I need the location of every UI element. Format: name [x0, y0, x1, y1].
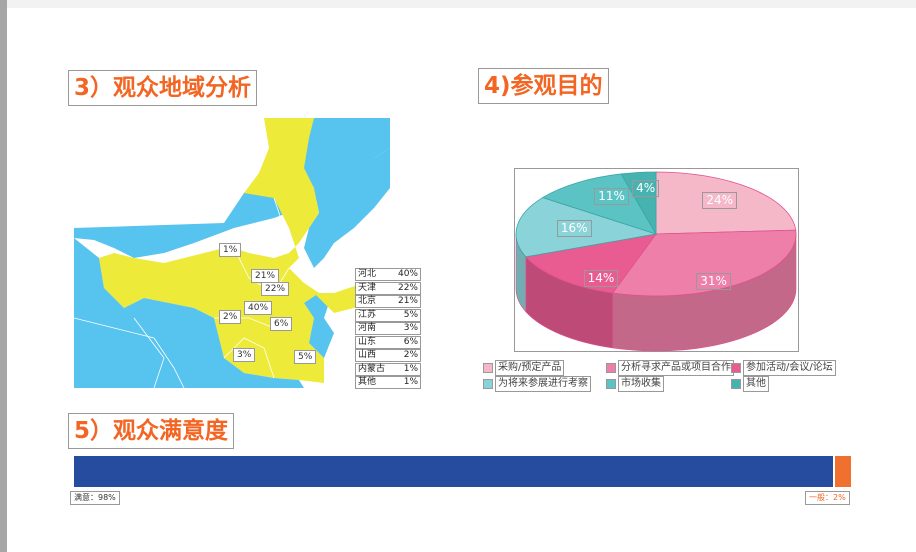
pie-data-label: 14%: [583, 269, 619, 287]
region-name: 内蒙古: [358, 363, 386, 374]
legend-item: 市场收集: [606, 376, 664, 392]
region-table-row: 河南 3%: [355, 322, 421, 335]
region-name: 山东: [358, 336, 377, 347]
legend-swatch: [731, 363, 741, 373]
region-name: 其他: [358, 377, 377, 387]
region-table-row: 江苏 5%: [355, 308, 421, 322]
map-label: 40%: [244, 301, 273, 315]
pie-slice-3: [515, 197, 657, 258]
map-label: 5%: [294, 350, 317, 364]
legend-item: 采购/预定产品: [483, 360, 565, 376]
region-value: 21%: [397, 296, 418, 306]
region-value: 1%: [403, 363, 418, 374]
pie-data-label: 31%: [696, 272, 731, 290]
pie-slice-5: [620, 171, 657, 236]
pie-data-label: 11%: [594, 187, 629, 205]
pie-data-label: 16%: [556, 220, 592, 238]
pie-slice-2: [525, 233, 657, 294]
satisfaction-bar: [74, 456, 851, 487]
region-value: 3%: [403, 323, 418, 333]
region-name: 江苏: [358, 309, 377, 320]
legend-label: 分析寻求产品或项目合作: [618, 360, 734, 376]
map-label: 2%: [219, 310, 242, 324]
legend-swatch: [731, 379, 741, 389]
legend-label: 市场收集: [618, 376, 664, 392]
satisfaction-segment-0: [74, 456, 834, 487]
region-name: 河南: [358, 323, 377, 333]
region-table-row: 河北 40%: [355, 268, 421, 281]
left-edge: [0, 0, 7, 552]
legend-label: 采购/预定产品: [495, 360, 565, 376]
legend-swatch: [606, 379, 616, 389]
pie-data-label: 4%: [632, 179, 660, 197]
region-name: 北京: [358, 296, 377, 306]
legend-swatch: [483, 363, 493, 373]
satisfaction-title: 5）观众满意度: [68, 413, 235, 449]
legend-item: 参加活动/会议/论坛: [731, 360, 836, 376]
region-value: 1%: [403, 377, 418, 387]
normal-label: 一般：2%: [805, 491, 850, 505]
top-edge: [7, 0, 916, 8]
map-label: 22%: [261, 282, 290, 296]
map-yellow-region: [99, 118, 324, 383]
region-value: 22%: [397, 282, 418, 293]
region-table-row: 山西 2%: [355, 349, 421, 362]
legend-label: 参加活动/会议/论坛: [743, 360, 836, 376]
legend-label: 其他: [743, 376, 769, 392]
pie-data-label: 24%: [702, 192, 738, 210]
region-table-row: 北京 21%: [355, 295, 421, 308]
satisfaction-segment-1: [835, 456, 851, 487]
legend-item: 为将来参展进行考察: [483, 376, 591, 392]
satisfied-label: 满意：98%: [70, 491, 120, 505]
pie-slice-0: [655, 171, 797, 235]
map-label: 3%: [233, 348, 256, 362]
region-title: 3）观众地域分析: [68, 70, 258, 106]
region-table-row: 内蒙古 1%: [355, 362, 421, 376]
map-label: 1%: [219, 243, 242, 257]
region-name: 天津: [358, 282, 377, 293]
legend-label: 为将来参展进行考察: [495, 376, 591, 392]
region-name: 河北: [358, 269, 377, 279]
legend-swatch: [606, 363, 616, 373]
legend-item: 分析寻求产品或项目合作: [606, 360, 734, 376]
region-table-row: 山东 6%: [355, 335, 421, 349]
legend-swatch: [483, 379, 493, 389]
map-label: 21%: [251, 269, 280, 283]
region-value: 2%: [403, 350, 418, 360]
purpose-pie-chart: [514, 168, 799, 352]
region-name: 山西: [358, 350, 377, 360]
purpose-title: 4)参观目的: [478, 68, 609, 104]
region-table-row: 其他 1%: [355, 376, 421, 389]
pie-slice-1: [612, 229, 797, 297]
region-value: 5%: [403, 309, 418, 320]
region-value: 40%: [397, 269, 418, 279]
map-label: 6%: [270, 317, 293, 331]
region-table-row: 天津 22%: [355, 281, 421, 295]
legend-item: 其他: [731, 376, 769, 392]
region-map: [74, 118, 390, 388]
region-value: 6%: [403, 336, 418, 347]
